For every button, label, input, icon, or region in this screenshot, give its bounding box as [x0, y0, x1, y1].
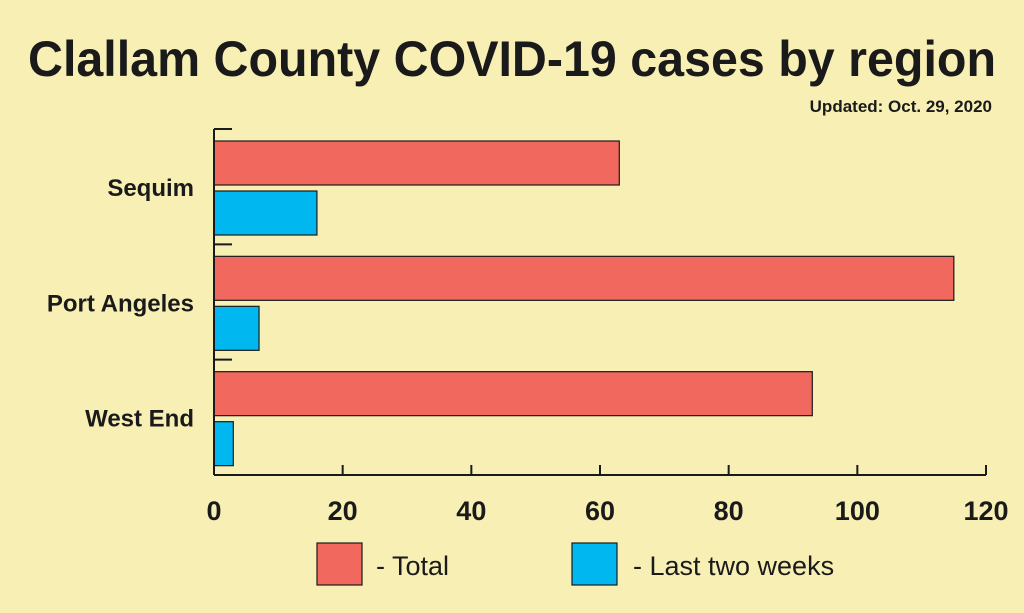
category-label: Sequim	[107, 175, 194, 202]
bar-last-two-weeks-sequim	[213, 190, 318, 236]
x-tick-label: 60	[585, 496, 615, 526]
legend-swatch-total	[316, 542, 363, 586]
chart-subtitle: Updated: Oct. 29, 2020	[810, 97, 992, 116]
category-label: West End	[85, 406, 194, 433]
axes-group: Sequim Port Angeles West End 0 20 40 60 80 100 12…	[47, 128, 1009, 526]
bar-total-west-end	[213, 371, 813, 417]
bars-group	[213, 140, 955, 467]
x-tick-label: 40	[456, 496, 486, 526]
x-tick-label: 0	[206, 496, 221, 526]
x-tick-label: 20	[328, 496, 358, 526]
legend-label-total: - Total	[376, 551, 449, 581]
category-label: Port Angeles	[47, 290, 194, 317]
legend-swatch-last-two-weeks	[571, 542, 618, 586]
legend-label-last-two-weeks: - Last two weeks	[633, 551, 834, 581]
bar-total-port-angeles	[213, 255, 955, 301]
bar-last-two-weeks-port-angeles	[213, 305, 260, 351]
chart-title: Clallam County COVID-19 cases by region	[28, 31, 996, 87]
x-tick-label: 80	[714, 496, 744, 526]
x-tick-label: 100	[835, 496, 880, 526]
bar-total-sequim	[213, 140, 620, 186]
legend-group: - Total - Last two weeks	[316, 542, 834, 586]
x-tick-label: 120	[963, 496, 1008, 526]
bar-last-two-weeks-west-end	[213, 421, 234, 467]
